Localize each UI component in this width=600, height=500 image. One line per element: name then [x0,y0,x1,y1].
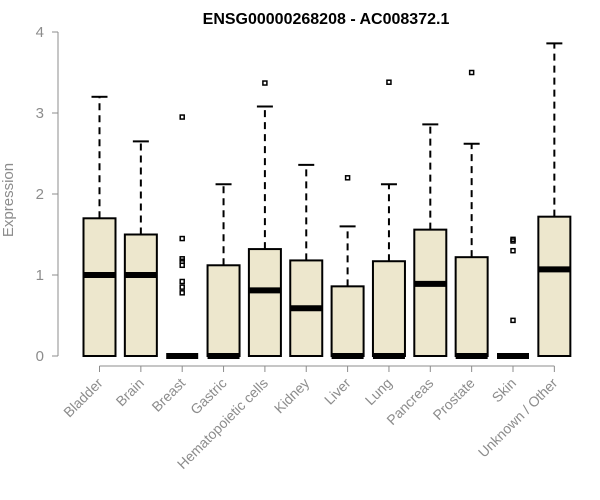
outlier-point [262,80,268,86]
outlier-point [510,238,516,244]
outlier-point [510,247,516,254]
outlier-point [344,175,351,181]
box-8 [413,123,448,357]
box-3 [206,183,241,359]
box-body [413,228,448,357]
x-tick-label: Lung [362,375,395,408]
box-body [206,264,241,357]
box-9 [454,69,489,359]
x-tick-label: Bladder [60,375,106,421]
box-5 [289,163,324,358]
box-2 [166,114,199,359]
outlier-point [510,317,516,324]
outlier-point [179,235,185,242]
y-axis-label: Expression [0,163,17,237]
box-body [537,215,572,357]
box-body [371,260,406,358]
y-tick-label: 2 [36,186,44,203]
outlier-point [179,278,185,285]
outlier-point [179,284,185,290]
y-tick-label: 3 [36,105,44,122]
boxes-group [82,42,572,359]
box-10 [497,236,529,359]
y-tick-label: 4 [36,24,44,41]
x-tick-label: Breast [148,375,188,415]
box-4 [247,80,282,357]
outlier-point [468,69,475,76]
box-0 [82,95,117,357]
box-body [330,285,365,357]
y-tick-label: 1 [36,267,44,284]
outlier-point [386,79,392,85]
box-6 [330,175,365,359]
chart-title: ENSG00000268208 - AC008372.1 [203,11,450,28]
box-body [247,248,282,357]
outlier-point [179,290,185,296]
outlier-point [179,262,185,269]
box-7 [371,79,406,359]
x-tick-label: Prostate [430,375,478,423]
x-tick-label: Skin [489,375,520,406]
x-tick-label: Brain [113,375,147,409]
y-axis: 0 1 2 3 4 [36,24,59,365]
outlier-point [179,114,185,120]
y-tick-label: 0 [36,348,44,365]
box-1 [123,140,158,357]
box-11 [537,42,572,357]
box-body [123,233,158,357]
x-tick-label: Liver [321,375,354,408]
box-body [82,217,117,357]
x-tick-label: Kidney [271,375,313,417]
box-body [454,256,489,357]
